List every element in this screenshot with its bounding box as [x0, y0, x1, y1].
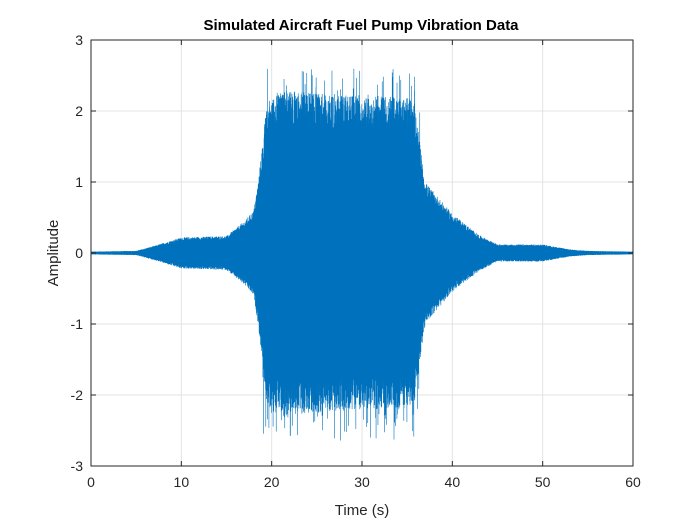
axis-ticks — [90, 39, 634, 467]
y-tick-label: -1 — [71, 316, 84, 332]
y-tick-label: 1 — [75, 174, 83, 190]
y-axis-tick-labels: -3 -2 -1 0 1 2 3 — [71, 32, 84, 474]
y-tick-label: 0 — [75, 245, 83, 261]
x-tick-label: 20 — [264, 474, 280, 490]
y-axis-label: Amplitude — [45, 220, 62, 287]
x-tick-label: 50 — [535, 474, 551, 490]
y-tick-label: -3 — [71, 458, 84, 474]
chart-title: Simulated Aircraft Fuel Pump Vibration D… — [203, 17, 519, 34]
x-tick-label: 30 — [354, 474, 370, 490]
x-axis-label: Time (s) — [335, 502, 389, 519]
y-tick-label: 3 — [75, 32, 83, 48]
x-axis-tick-labels: 0 10 20 30 40 50 60 — [87, 474, 641, 490]
y-tick-label: -2 — [71, 387, 84, 403]
x-tick-label: 10 — [174, 474, 190, 490]
x-tick-label: 40 — [445, 474, 461, 490]
y-tick-label: 2 — [75, 103, 83, 119]
x-tick-label: 60 — [625, 474, 641, 490]
vibration-line — [90, 68, 634, 441]
x-tick-label: 0 — [87, 474, 95, 490]
series-vibration — [90, 68, 634, 441]
